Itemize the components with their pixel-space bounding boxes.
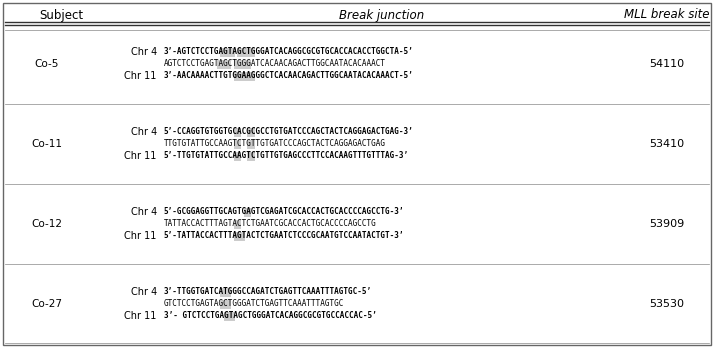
Bar [224, 311, 235, 321]
Text: TTGTGTATTGCCAAGTCTGTTGTGATCCCAGCTACTCAGGAGACTGAG: TTGTGTATTGCCAAGTCTGTTGTGATCCCAGCTACTCAGG… [163, 140, 386, 149]
Text: Chr 4: Chr 4 [130, 47, 157, 57]
Bar [234, 220, 241, 229]
Text: Break junction: Break junction [339, 8, 425, 22]
Text: 3’- GTCTCCTGAGTAGCTGGGATCACAGGCGCGTGCCACCAC-5’: 3’- GTCTCCTGAGTAGCTGGGATCACAGGCGCGTGCCAC… [163, 311, 377, 321]
Text: Chr 11: Chr 11 [125, 231, 157, 241]
Text: Chr 4: Chr 4 [130, 207, 157, 217]
Bar [248, 151, 255, 160]
Text: GTCTCCTGAGTAGCTGGGATCTGAGTTCAAATTTAGTGC: GTCTCCTGAGTAGCTGGGATCTGAGTTCAAATTTAGTGC [163, 300, 344, 308]
Bar [220, 47, 235, 56]
Text: 5’-GCGGAGGTTGCAGTGAGTCGAGATCGCACCACTGCACCCCAGCCTG-3’: 5’-GCGGAGGTTGCAGTGAGTCGAGATCGCACCACTGCAC… [163, 207, 404, 216]
Bar [234, 231, 245, 240]
Bar [248, 127, 255, 136]
Text: Co-12: Co-12 [31, 219, 62, 229]
Text: 53909: 53909 [649, 219, 685, 229]
Bar [240, 71, 255, 80]
Text: 5’-CCAGGTGTGGTGCACGCGCCTGTGATCCCAGCTACTCAGGAGACTGAG-3’: 5’-CCAGGTGTGGTGCACGCGCCTGTGATCCCAGCTACTC… [163, 127, 413, 136]
Text: 5’-TTGTGTATTGCCAAGTCTGTTGTGAGCCCTTCCACAAGTTTGTTTAG-3’: 5’-TTGTGTATTGCCAAGTCTGTTGTGAGCCCTTCCACAA… [163, 151, 409, 160]
Bar [234, 151, 241, 160]
Text: Subject: Subject [40, 8, 84, 22]
Bar [220, 287, 231, 296]
Text: Chr 11: Chr 11 [125, 311, 157, 321]
Text: 5’-TATTACCACTTTAGTACTCTGAATCTCCCGCAATGTCCAATACTGT-3’: 5’-TATTACCACTTTAGTACTCTGAATCTCCCGCAATGTC… [163, 231, 404, 240]
Text: Co-11: Co-11 [31, 139, 62, 149]
FancyBboxPatch shape [3, 3, 711, 345]
Bar [217, 60, 231, 69]
Bar [220, 300, 231, 308]
Text: Co-27: Co-27 [31, 299, 62, 309]
Text: AGTCTCCTGAGTAGCTGGGATCACAACAGACTTGGCAATACACAAACT: AGTCTCCTGAGTAGCTGGGATCACAACAGACTTGGCAATA… [163, 60, 386, 69]
Bar [234, 140, 241, 149]
Bar [248, 140, 255, 149]
Text: TATTACCACTTTAGTACTCTGAATCGCACCACTGCACCCCAGCCTG: TATTACCACTTTAGTACTCTGAATCGCACCACTGCACCCC… [163, 220, 377, 229]
Bar [234, 71, 241, 80]
Text: 53410: 53410 [649, 139, 685, 149]
Bar [234, 127, 241, 136]
Text: 54110: 54110 [649, 59, 685, 69]
Bar [244, 207, 251, 216]
Text: 53530: 53530 [649, 299, 684, 309]
Text: Chr 4: Chr 4 [130, 127, 157, 137]
Bar [238, 47, 255, 56]
Text: 3’-AGTCTCCTGAGTAGCTGGGATCACAGGCGCGTGCACCACACCTGGCTA-5’: 3’-AGTCTCCTGAGTAGCTGGGATCACAGGCGCGTGCACC… [163, 47, 413, 56]
Text: Co-5: Co-5 [35, 59, 59, 69]
Text: 3’-TTGGTGATCATGGGCCAGATCTGAGTTCAAATTTAGTGC-5’: 3’-TTGGTGATCATGGGCCAGATCTGAGTTCAAATTTAGT… [163, 287, 372, 296]
Text: MLL break site: MLL break site [624, 8, 710, 22]
Bar [234, 60, 251, 69]
Text: Chr 11: Chr 11 [125, 151, 157, 161]
Text: Chr 11: Chr 11 [125, 71, 157, 81]
Text: 3’-AACAAAACTTGTGGAAGGGCTCACAACAGACTTGGCAATACACAAACT-5’: 3’-AACAAAACTTGTGGAAGGGCTCACAACAGACTTGGCA… [163, 71, 413, 80]
Text: Chr 4: Chr 4 [130, 287, 157, 297]
